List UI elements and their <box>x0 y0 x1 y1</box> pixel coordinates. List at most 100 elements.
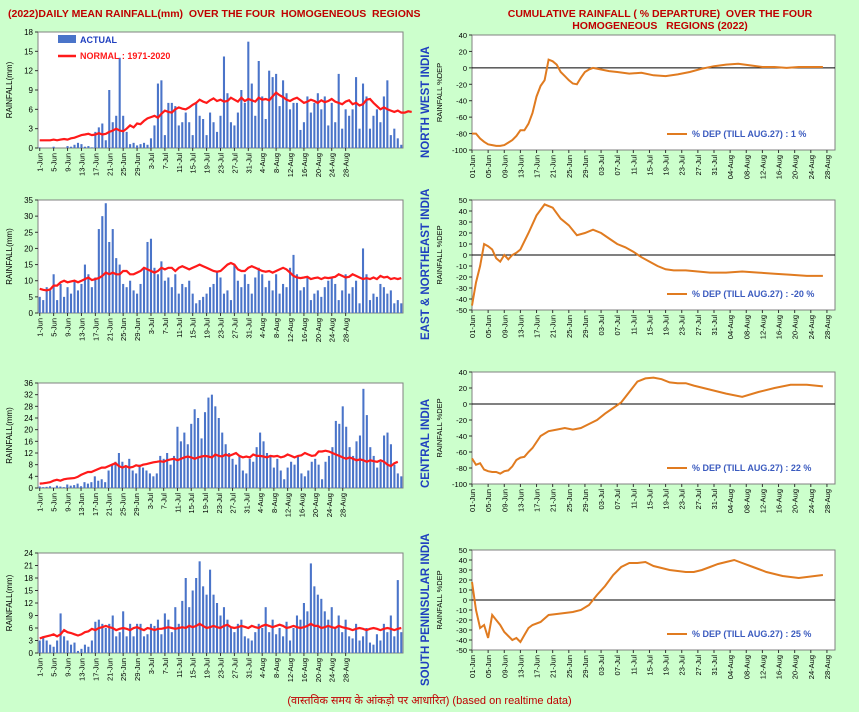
actual-bar <box>155 473 158 488</box>
actual-bar <box>341 290 344 313</box>
y-axis-label: RAINFALL %DEP <box>435 63 444 122</box>
y-tick-label: 18 <box>24 28 33 37</box>
x-tick-label: 13-Jun <box>516 489 525 512</box>
x-tick-label: 27-Jul <box>230 318 239 339</box>
x-tick-label: 19-Jul <box>662 315 671 336</box>
y-tick-label: 15 <box>24 47 33 56</box>
actual-bar <box>400 476 403 488</box>
actual-bar <box>375 296 378 313</box>
y-axis-label: RAINFALL %DEP <box>435 398 444 457</box>
actual-bar <box>379 122 382 148</box>
actual-bar <box>190 423 193 488</box>
x-tick-label: 28-Aug <box>823 155 832 179</box>
x-tick-label: 16-Aug <box>775 155 784 179</box>
actual-bar <box>38 296 41 313</box>
actual-bar <box>271 290 274 313</box>
actual-bar <box>282 636 285 653</box>
x-tick-label: 19-Jul <box>201 493 210 514</box>
actual-bar <box>386 80 389 148</box>
actual-bar <box>212 283 215 313</box>
actual-bar <box>132 142 135 148</box>
actual-bar <box>296 455 300 488</box>
x-tick-label: 7-Jul <box>161 153 170 170</box>
daily-rainfall-chart-east-northeast: 0 5 10 15 20 25 30 35 1-Jun 5-Jun 9-Jun 13-Jun 17-Ju… <box>5 196 404 342</box>
actual-bar <box>111 122 114 148</box>
actual-bar <box>76 290 80 313</box>
x-tick-label: 24-Aug <box>328 658 337 682</box>
actual-bar <box>49 290 52 313</box>
actual-bar <box>288 109 292 148</box>
y-axis-label: RAINFALL(mm) <box>5 228 14 285</box>
actual-bar <box>282 80 285 148</box>
actual-bar <box>184 578 187 653</box>
actual-bar <box>240 90 243 148</box>
actual-bar <box>313 586 316 653</box>
x-tick-label: 29-Jun <box>132 493 141 516</box>
x-tick-label: 07-Jul <box>613 489 622 510</box>
actual-bar <box>314 458 317 488</box>
actual-bar <box>94 131 97 148</box>
x-tick-label: 07-Jul <box>613 655 622 676</box>
actual-bar <box>365 96 368 148</box>
actual-bar <box>341 406 344 488</box>
actual-bar <box>177 623 180 653</box>
actual-bar <box>275 274 278 313</box>
actual-bar <box>205 293 208 313</box>
actual-bar <box>76 142 80 148</box>
x-tick-label: 17-Jun <box>91 658 100 681</box>
actual-bar <box>396 300 399 313</box>
y-tick-label: 20 <box>459 384 467 393</box>
actual-bar <box>66 484 69 488</box>
x-tick-label: 31-Jul <box>710 489 719 510</box>
y-tick-label: -60 <box>456 113 467 122</box>
actual-bar <box>375 634 378 653</box>
actual-bar <box>207 397 210 488</box>
actual-bar <box>66 640 69 653</box>
actual-bar <box>358 303 361 313</box>
x-tick-label: 21-Jun <box>105 493 114 516</box>
actual-bar <box>257 623 260 653</box>
y-tick-label: 0 <box>463 251 467 260</box>
x-tick-label: 23-Jul <box>678 155 687 176</box>
actual-bar <box>379 640 382 653</box>
actual-bar <box>306 611 309 653</box>
actual-bar <box>101 123 104 148</box>
x-tick-label: 19-Jul <box>203 658 212 679</box>
actual-bar <box>139 283 142 313</box>
actual-bar <box>262 441 265 488</box>
y-tick-label: 5 <box>29 293 34 302</box>
actual-bar <box>327 125 330 148</box>
actual-bar <box>52 274 55 313</box>
x-tick-label: 24-Aug <box>807 489 816 513</box>
x-tick-label: 15-Jul <box>189 658 198 679</box>
actual-bar <box>292 628 295 653</box>
actual-bar <box>330 277 333 313</box>
y-tick-label: 28 <box>24 402 33 411</box>
actual-bar <box>348 636 351 653</box>
actual-bar <box>167 277 170 313</box>
actual-bar <box>181 122 184 148</box>
actual-bar <box>55 485 58 488</box>
x-tick-label: 21-Jun <box>549 155 558 178</box>
x-tick-label: 21-Jun <box>549 315 558 338</box>
actual-bar <box>389 615 392 653</box>
actual-bar <box>121 461 124 488</box>
actual-bar <box>117 453 120 488</box>
actual-bar <box>191 590 194 653</box>
x-tick-label: 23-Jul <box>678 315 687 336</box>
actual-bar <box>122 611 125 653</box>
x-tick-label: 16-Aug <box>297 493 306 517</box>
x-tick-label: 31-Jul <box>242 493 251 514</box>
actual-bar <box>248 458 251 488</box>
actual-bar <box>368 128 372 148</box>
actual-bar <box>313 293 316 313</box>
actual-bar <box>73 144 76 148</box>
actual-bar <box>49 644 52 653</box>
x-tick-label: 01-Jun <box>468 155 477 178</box>
actual-bar <box>209 287 212 313</box>
x-tick-label: 3-Jul <box>146 493 155 510</box>
actual-bar <box>83 264 86 313</box>
actual-bar <box>219 115 222 148</box>
actual-bar <box>229 300 232 313</box>
y-tick-label: 0 <box>29 649 34 658</box>
